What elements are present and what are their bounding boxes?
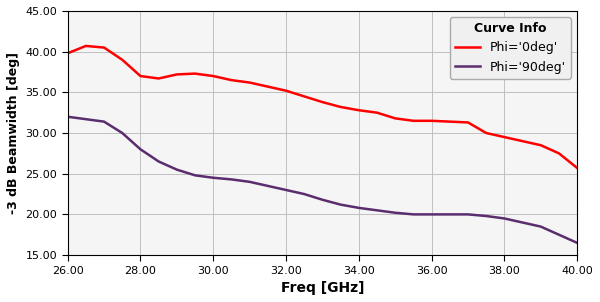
Phi='0deg' — [482, 131, 490, 135]
Phi='90deg' — [446, 213, 454, 216]
Line: Phi='90deg': Phi='90deg' — [68, 117, 577, 243]
X-axis label: Freq [GHz]: Freq [GHz] — [281, 281, 364, 295]
Phi='0deg' — [428, 119, 435, 123]
Phi='0deg' — [519, 139, 526, 143]
Phi='0deg' — [301, 95, 308, 98]
Phi='90deg' — [464, 213, 472, 216]
Phi='0deg' — [464, 120, 472, 124]
Phi='0deg' — [137, 74, 144, 78]
Phi='90deg' — [191, 174, 199, 177]
Phi='90deg' — [100, 120, 107, 124]
Phi='90deg' — [173, 168, 181, 172]
Phi='90deg' — [355, 206, 362, 210]
Phi='0deg' — [283, 89, 290, 92]
Phi='0deg' — [574, 166, 581, 170]
Phi='90deg' — [119, 131, 126, 135]
Phi='90deg' — [574, 241, 581, 245]
Phi='0deg' — [173, 72, 181, 76]
Phi='90deg' — [482, 214, 490, 218]
Y-axis label: -3 dB Beamwidth [deg]: -3 dB Beamwidth [deg] — [7, 52, 20, 214]
Phi='90deg' — [373, 208, 380, 212]
Phi='90deg' — [319, 198, 326, 201]
Phi='0deg' — [537, 143, 544, 147]
Phi='0deg' — [246, 81, 253, 84]
Phi='90deg' — [64, 115, 71, 119]
Phi='0deg' — [209, 74, 217, 78]
Phi='90deg' — [137, 147, 144, 151]
Phi='0deg' — [264, 85, 271, 88]
Phi='0deg' — [392, 117, 399, 120]
Phi='90deg' — [501, 217, 508, 220]
Phi='90deg' — [428, 213, 435, 216]
Phi='90deg' — [410, 213, 417, 216]
Phi='90deg' — [155, 160, 162, 163]
Phi='0deg' — [119, 58, 126, 62]
Phi='90deg' — [537, 225, 544, 228]
Phi='0deg' — [100, 46, 107, 50]
Phi='0deg' — [319, 100, 326, 104]
Phi='0deg' — [355, 108, 362, 112]
Phi='0deg' — [446, 120, 454, 124]
Legend: Phi='0deg', Phi='90deg': Phi='0deg', Phi='90deg' — [450, 17, 571, 79]
Phi='90deg' — [556, 233, 563, 236]
Phi='0deg' — [410, 119, 417, 123]
Phi='90deg' — [283, 188, 290, 192]
Phi='90deg' — [392, 211, 399, 215]
Line: Phi='0deg': Phi='0deg' — [68, 46, 577, 168]
Phi='90deg' — [246, 180, 253, 184]
Phi='0deg' — [228, 78, 235, 82]
Phi='0deg' — [155, 77, 162, 80]
Phi='0deg' — [191, 72, 199, 76]
Phi='90deg' — [82, 117, 89, 121]
Phi='0deg' — [501, 135, 508, 139]
Phi='0deg' — [82, 44, 89, 48]
Phi='0deg' — [337, 105, 344, 109]
Phi='90deg' — [301, 192, 308, 196]
Phi='90deg' — [228, 178, 235, 181]
Phi='0deg' — [556, 152, 563, 155]
Phi='90deg' — [519, 221, 526, 224]
Phi='90deg' — [337, 203, 344, 207]
Phi='0deg' — [64, 51, 71, 55]
Phi='0deg' — [373, 111, 380, 114]
Phi='90deg' — [209, 176, 217, 180]
Phi='90deg' — [264, 184, 271, 188]
